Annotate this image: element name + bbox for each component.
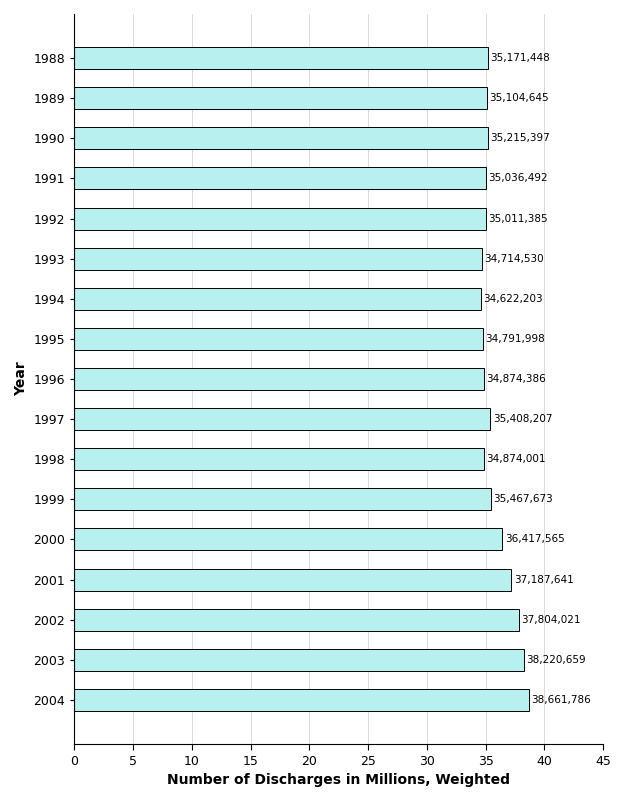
Bar [74,689,529,711]
Bar [74,649,524,670]
Text: 38,220,659: 38,220,659 [526,654,586,665]
Text: 34,874,386: 34,874,386 [486,374,546,384]
Y-axis label: Year: Year [14,361,28,396]
Text: 35,104,645: 35,104,645 [489,93,549,103]
Text: 35,171,448: 35,171,448 [490,53,550,63]
Bar [74,368,484,390]
Bar [74,609,519,630]
Bar [74,167,486,190]
Bar [74,489,491,510]
Bar [74,127,488,149]
Text: 34,874,001: 34,874,001 [486,454,546,465]
Bar [74,288,481,310]
Text: 38,661,786: 38,661,786 [531,695,591,705]
Text: 34,622,203: 34,622,203 [484,294,543,304]
Bar [74,87,487,109]
Bar [74,529,503,550]
Bar [74,449,484,470]
Text: 35,467,673: 35,467,673 [494,494,553,505]
Bar [74,328,483,350]
Text: 34,791,998: 34,791,998 [486,334,546,344]
Text: 36,417,565: 36,417,565 [504,534,564,545]
Bar [74,408,491,430]
Text: 37,804,021: 37,804,021 [521,614,581,625]
Bar [74,569,511,590]
Text: 34,714,530: 34,714,530 [484,254,544,264]
Text: 35,408,207: 35,408,207 [492,414,552,424]
Bar [74,47,488,69]
Text: 35,036,492: 35,036,492 [488,174,548,183]
Bar [74,248,482,270]
Text: 35,215,397: 35,215,397 [491,133,550,143]
X-axis label: Number of Discharges in Millions, Weighted: Number of Discharges in Millions, Weight… [168,773,510,787]
Text: 35,011,385: 35,011,385 [488,214,548,223]
Bar [74,207,486,230]
Text: 37,187,641: 37,187,641 [514,574,574,585]
